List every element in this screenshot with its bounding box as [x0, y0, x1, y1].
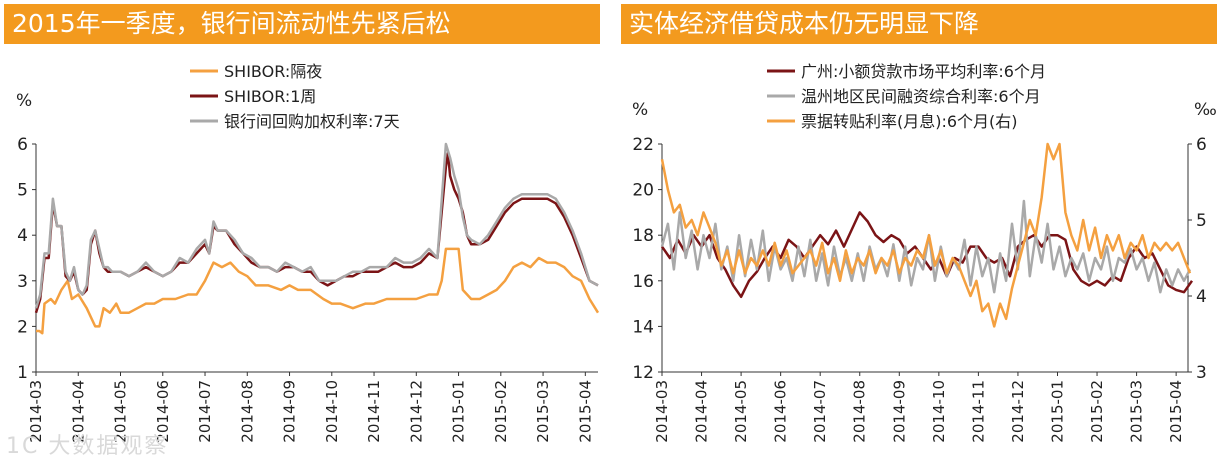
x-tick-label: 2015-02 — [492, 380, 510, 443]
line-chart-right: 12 14 16 18 20 22 3 4 5 6 ‰% 2014-03 2014-04 2014-05 2… — [632, 62, 1217, 443]
x-tick-label: 2014-04 — [69, 380, 87, 443]
y-tick-label: 2 — [17, 317, 28, 337]
x-tick-label: 2014-10 — [323, 380, 341, 443]
x-tick-label: 2014-03 — [653, 380, 671, 443]
series-line — [34, 142, 599, 309]
y-axis-label: % — [632, 100, 648, 120]
y-tick-label: 14 — [632, 317, 654, 337]
legend-label: 银行间回购加权利率:7天 — [224, 112, 400, 131]
y-tick-label: 5 — [17, 181, 28, 201]
y-tick-label: 3 — [17, 272, 28, 292]
x-tick-label: 2014-07 — [196, 380, 214, 443]
x-tick-label: 2014-11 — [365, 380, 383, 443]
x-tick-label: 2014-06 — [154, 380, 172, 443]
y-tick-label: 12 — [632, 363, 654, 383]
y-tick-label: 1 — [17, 363, 28, 383]
chart-panel-right: 实体经济借贷成本仍无明显下降 12 14 16 18 20 22 3 4 5 6 ‰% 2014-03… — [617, 0, 1227, 463]
series-line — [34, 151, 599, 314]
series-line — [660, 199, 1192, 294]
x-tick-label: 2014-12 — [1009, 380, 1027, 443]
x-tick-label: 2015-02 — [1088, 380, 1106, 443]
legend-label: 票据转贴利率(月息):6个月(右) — [801, 112, 1018, 131]
y-tick-label: 4 — [17, 226, 28, 246]
x-tick-label: 2014-12 — [407, 380, 425, 443]
x-tick-label: 2015-01 — [1048, 380, 1066, 443]
x-tick-label: 2015-04 — [1167, 380, 1185, 443]
legend-label: SHIBOR:隔夜 — [224, 62, 322, 81]
x-tick-label: 2014-05 — [112, 380, 130, 443]
y-tick-label: 16 — [632, 272, 654, 292]
y2-tick-label: 3 — [1196, 363, 1207, 383]
x-tick-label: 2014-09 — [890, 380, 908, 443]
series-line — [660, 142, 1192, 328]
legend-label: 广州:小额贷款市场平均利率:6个月 — [801, 62, 1046, 81]
series-line — [660, 211, 1194, 299]
y2-tick-label: 6 — [1196, 135, 1207, 155]
y-tick-label: 22 — [632, 135, 654, 155]
x-tick-label: 2014-11 — [969, 380, 987, 443]
x-tick-label: 2014-10 — [930, 380, 948, 443]
y-tick-label: 6 — [17, 135, 28, 155]
x-tick-label: 2014-08 — [238, 380, 256, 443]
y2-axis-label: ‰ — [1194, 100, 1217, 120]
chart-title: 2015年一季度，银行间流动性先紧后松 — [4, 4, 600, 44]
y2-tick-label: 5 — [1196, 211, 1207, 231]
x-tick-label: 2015-04 — [576, 380, 594, 443]
x-tick-label: 2015-01 — [450, 380, 468, 443]
x-tick-label: 2014-05 — [732, 380, 750, 443]
series-line — [36, 247, 600, 335]
x-tick-label: 2014-04 — [693, 380, 711, 443]
legend-label: 温州地区民间融资综合利率:6个月 — [801, 87, 1041, 106]
x-tick-label: 2014-06 — [772, 380, 790, 443]
chart-panel-left: 2015年一季度，银行间流动性先紧后松 1 2 3 4 5 6% 2014-03 2014-0… — [0, 0, 610, 463]
x-tick-label: 2015-03 — [534, 380, 552, 443]
line-chart-left: 1 2 3 4 5 6% 2014-03 2014-04 2014-05 2014-06 2014-… — [16, 62, 600, 443]
y-axis-label: % — [16, 91, 32, 111]
x-tick-label: 2015-03 — [1128, 380, 1146, 443]
chart-title: 实体经济借贷成本仍无明显下降 — [621, 4, 1217, 44]
legend-label: SHIBOR:1周 — [224, 87, 316, 106]
y-tick-label: 20 — [632, 181, 654, 201]
x-tick-label: 2014-09 — [281, 380, 299, 443]
x-tick-label: 2014-07 — [811, 380, 829, 443]
x-tick-label: 2014-08 — [851, 380, 869, 443]
y-tick-label: 18 — [632, 226, 654, 246]
x-tick-label: 2014-03 — [27, 380, 45, 443]
y2-tick-label: 4 — [1196, 287, 1207, 307]
watermark-text: 1C 大数据观察 — [6, 434, 169, 459]
